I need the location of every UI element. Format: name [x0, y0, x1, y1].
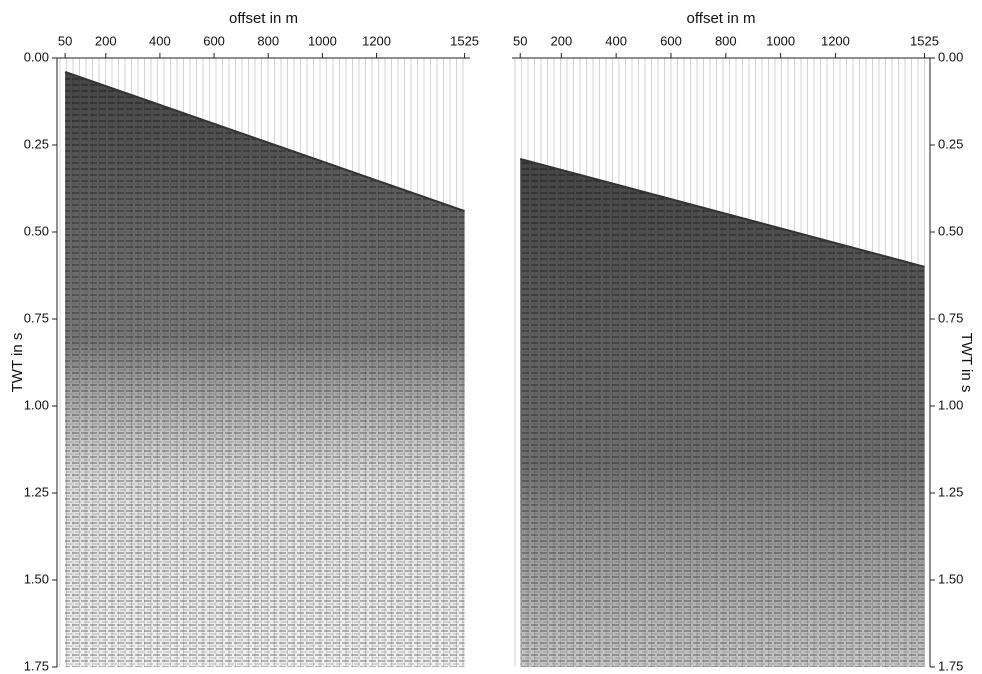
y-tick-label: 1.75	[938, 658, 963, 673]
y-tick-label: 1.25	[938, 484, 963, 499]
y-tick-label: 1.50	[938, 571, 963, 586]
x-tick-label: 200	[95, 33, 117, 48]
x-tick-label: 50	[58, 33, 72, 48]
y-tick-label: 0.25	[24, 136, 49, 151]
y-tick-label: 1.25	[24, 484, 49, 499]
y-tick-label: 1.50	[24, 571, 49, 586]
y-axis-label: TWT in s	[958, 333, 975, 393]
x-tick-label: 600	[660, 33, 682, 48]
y-tick-label: 0.50	[938, 223, 963, 238]
y-tick-label: 1.00	[24, 397, 49, 412]
x-tick-label: 50	[513, 33, 527, 48]
x-tick-label: 1525	[910, 33, 939, 48]
y-tick-label: 1.75	[24, 658, 49, 673]
x-tick-label: 1000	[308, 33, 337, 48]
x-axis-label: offset in m	[687, 10, 756, 27]
y-tick-label: 0.50	[24, 223, 49, 238]
x-tick-label: 1200	[821, 33, 850, 48]
x-tick-label: 600	[203, 33, 225, 48]
x-tick-label: 400	[605, 33, 627, 48]
y-tick-label: 0.75	[938, 310, 963, 325]
signal-texture	[520, 158, 925, 668]
x-tick-label: 1000	[766, 33, 795, 48]
x-tick-label: 400	[149, 33, 171, 48]
y-tick-label: 0.00	[938, 49, 963, 64]
x-tick-label: 1200	[362, 33, 391, 48]
y-axis-label: TWT in s	[9, 333, 26, 393]
signal-texture	[65, 71, 465, 668]
y-tick-label: 0.00	[24, 49, 49, 64]
x-tick-label: 200	[550, 33, 572, 48]
y-tick-label: 0.75	[24, 310, 49, 325]
x-tick-label: 1525	[450, 33, 479, 48]
y-tick-label: 0.25	[938, 136, 963, 151]
x-tick-label: 800	[257, 33, 279, 48]
x-axis-label: offset in m	[229, 10, 298, 27]
y-tick-label: 1.00	[938, 397, 963, 412]
x-tick-label: 800	[715, 33, 737, 48]
first-break	[64, 70, 465, 213]
first-break	[519, 157, 925, 268]
